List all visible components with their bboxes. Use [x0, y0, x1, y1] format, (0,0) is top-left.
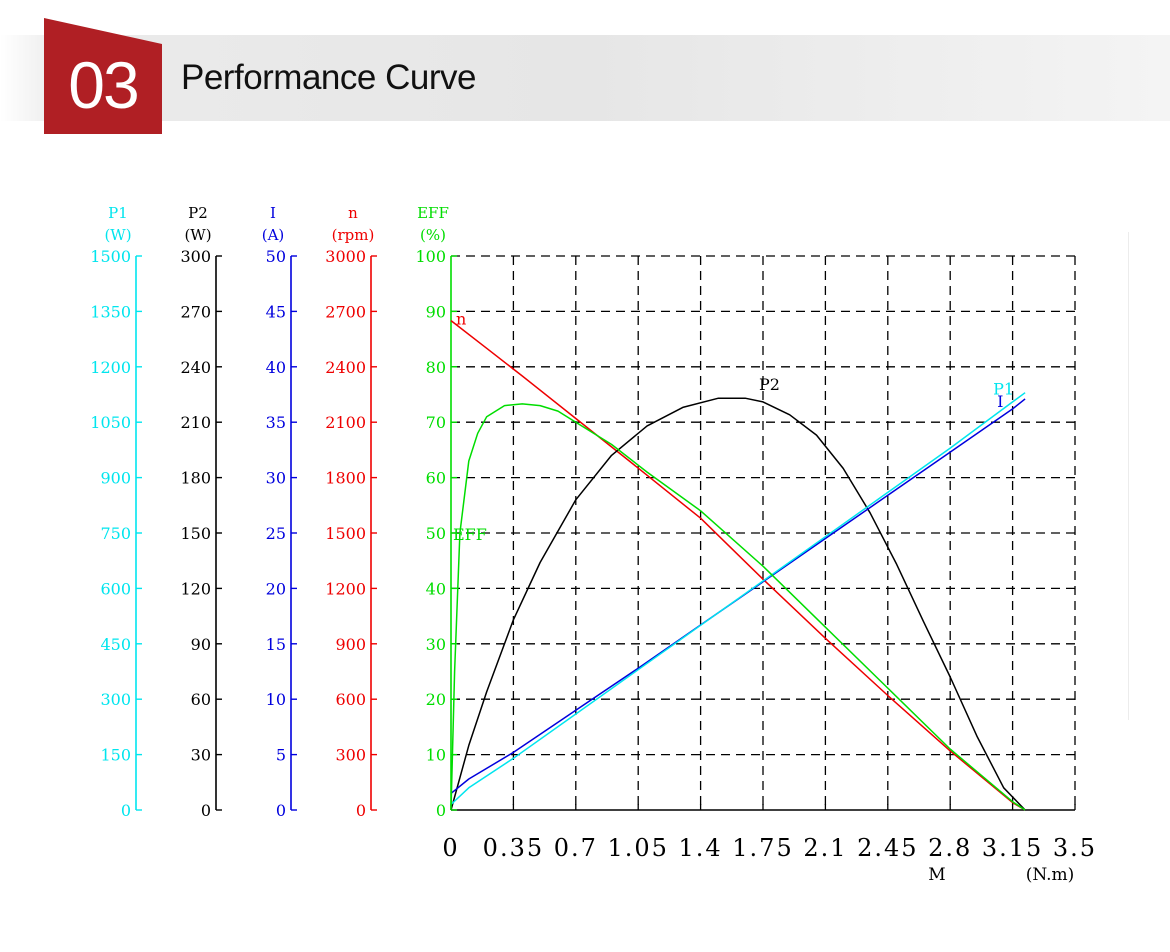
x-tick-label: 2.8: [928, 834, 972, 862]
y-tick-label-n: 1500: [325, 524, 366, 543]
y-tick-label-n: 1800: [325, 469, 366, 488]
y-tick-label-eff: 70: [426, 413, 446, 432]
y-tick-label-n: 2700: [325, 302, 366, 321]
y-tick-label-i: 45: [266, 302, 286, 321]
y-tick-label-p1: 600: [100, 579, 131, 598]
series-label-n: n: [456, 310, 466, 329]
y-tick-label-p2: 150: [180, 524, 211, 543]
y-tick-label-p2: 60: [191, 690, 211, 709]
y-tick-label-p1: 1200: [90, 358, 131, 377]
y-axis-unit-eff: (%): [420, 226, 446, 244]
y-tick-label-p1: 450: [100, 635, 131, 654]
y-tick-label-n: 900: [335, 635, 366, 654]
y-axis-name-p2: P2: [188, 204, 208, 222]
y-tick-label-eff: 30: [426, 635, 446, 654]
series-line-n: [450, 320, 1026, 811]
y-axis-unit-p1: (W): [104, 226, 131, 244]
series-line-i: [450, 398, 1026, 794]
x-tick-label: 2.1: [803, 834, 847, 862]
y-axis-name-i: I: [270, 204, 276, 222]
y-tick-label-i: 30: [266, 469, 286, 488]
series-label-p2: P2: [759, 375, 780, 394]
x-tick-label: 1.75: [732, 834, 793, 862]
y-tick-label-n: 1200: [325, 579, 366, 598]
y-tick-label-eff: 80: [426, 358, 446, 377]
y-tick-label-p1: 150: [100, 746, 131, 765]
y-tick-label-eff: 10: [426, 746, 446, 765]
y-tick-label-p1: 1050: [90, 413, 131, 432]
x-tick-label: 2.45: [857, 834, 918, 862]
y-tick-label-p1: 0: [121, 801, 131, 820]
y-tick-label-eff: 90: [426, 302, 446, 321]
badge-shape: [44, 18, 162, 134]
y-tick-label-n: 3000: [325, 247, 366, 266]
y-tick-label-p2: 120: [180, 579, 211, 598]
y-tick-label-p1: 1500: [90, 247, 131, 266]
y-tick-label-p1: 750: [100, 524, 131, 543]
y-tick-label-p2: 90: [191, 635, 211, 654]
y-tick-label-eff: 50: [426, 524, 446, 543]
x-tick-label: 0.7: [554, 834, 598, 862]
y-axis-unit-i: (A): [262, 226, 285, 244]
y-axis-unit-n: (rpm): [332, 226, 375, 244]
y-tick-label-n: 2100: [325, 413, 366, 432]
y-tick-label-eff: 100: [415, 247, 446, 266]
panel-edge-line: [1128, 232, 1129, 720]
x-tick-label: 1.05: [607, 834, 668, 862]
y-tick-label-p2: 240: [180, 358, 211, 377]
y-tick-label-i: 10: [266, 690, 286, 709]
y-tick-label-n: 2400: [325, 358, 366, 377]
series-line-p1: [450, 392, 1026, 806]
y-tick-label-i: 20: [266, 579, 286, 598]
series-label-p1: P1: [993, 380, 1014, 399]
y-tick-label-i: 15: [266, 635, 286, 654]
y-tick-label-eff: 40: [426, 579, 446, 598]
y-tick-label-n: 600: [335, 690, 366, 709]
x-axis-unit: (N.m): [1026, 865, 1075, 885]
x-tick-label: 1.4: [679, 834, 723, 862]
x-tick-label: 0: [442, 834, 459, 862]
x-tick-label: 3.5: [1053, 834, 1097, 862]
x-tick-label: 0.35: [483, 834, 544, 862]
series-label-i: I: [997, 392, 1003, 411]
page-title: Performance Curve: [181, 58, 476, 97]
y-tick-label-n: 300: [335, 746, 366, 765]
y-tick-label-p2: 300: [180, 247, 211, 266]
y-tick-label-i: 50: [266, 247, 286, 266]
y-tick-label-i: 35: [266, 413, 286, 432]
x-tick-label: 3.15: [982, 834, 1043, 862]
section-number: 03: [68, 48, 139, 122]
series-line-p2: [450, 397, 1026, 811]
y-tick-label-p1: 300: [100, 690, 131, 709]
y-tick-label-p2: 30: [191, 746, 211, 765]
y-tick-label-eff: 0: [436, 801, 446, 820]
y-tick-label-p1: 900: [100, 469, 131, 488]
y-tick-label-p2: 270: [180, 302, 211, 321]
y-tick-label-p2: 210: [180, 413, 211, 432]
y-tick-label-p1: 1350: [90, 302, 131, 321]
y-tick-label-eff: 60: [426, 469, 446, 488]
y-tick-label-eff: 20: [426, 690, 446, 709]
y-tick-label-p2: 0: [201, 801, 211, 820]
series-line-eff: [450, 403, 1026, 811]
y-axis-name-n: n: [348, 204, 358, 222]
series-label-eff: EFF: [453, 525, 487, 544]
y-axis-name-p1: P1: [108, 204, 128, 222]
y-tick-label-i: 25: [266, 524, 286, 543]
y-axis-unit-p2: (W): [184, 226, 211, 244]
x-axis-label: M: [928, 865, 945, 885]
y-tick-label-i: 0: [276, 801, 286, 820]
y-tick-label-i: 5: [276, 746, 286, 765]
y-axis-name-eff: EFF: [417, 204, 449, 222]
y-tick-label-n: 0: [356, 801, 366, 820]
y-tick-label-p2: 180: [180, 469, 211, 488]
header-band: [0, 35, 1170, 121]
section-number-badge: [44, 18, 162, 134]
y-tick-label-i: 40: [266, 358, 286, 377]
